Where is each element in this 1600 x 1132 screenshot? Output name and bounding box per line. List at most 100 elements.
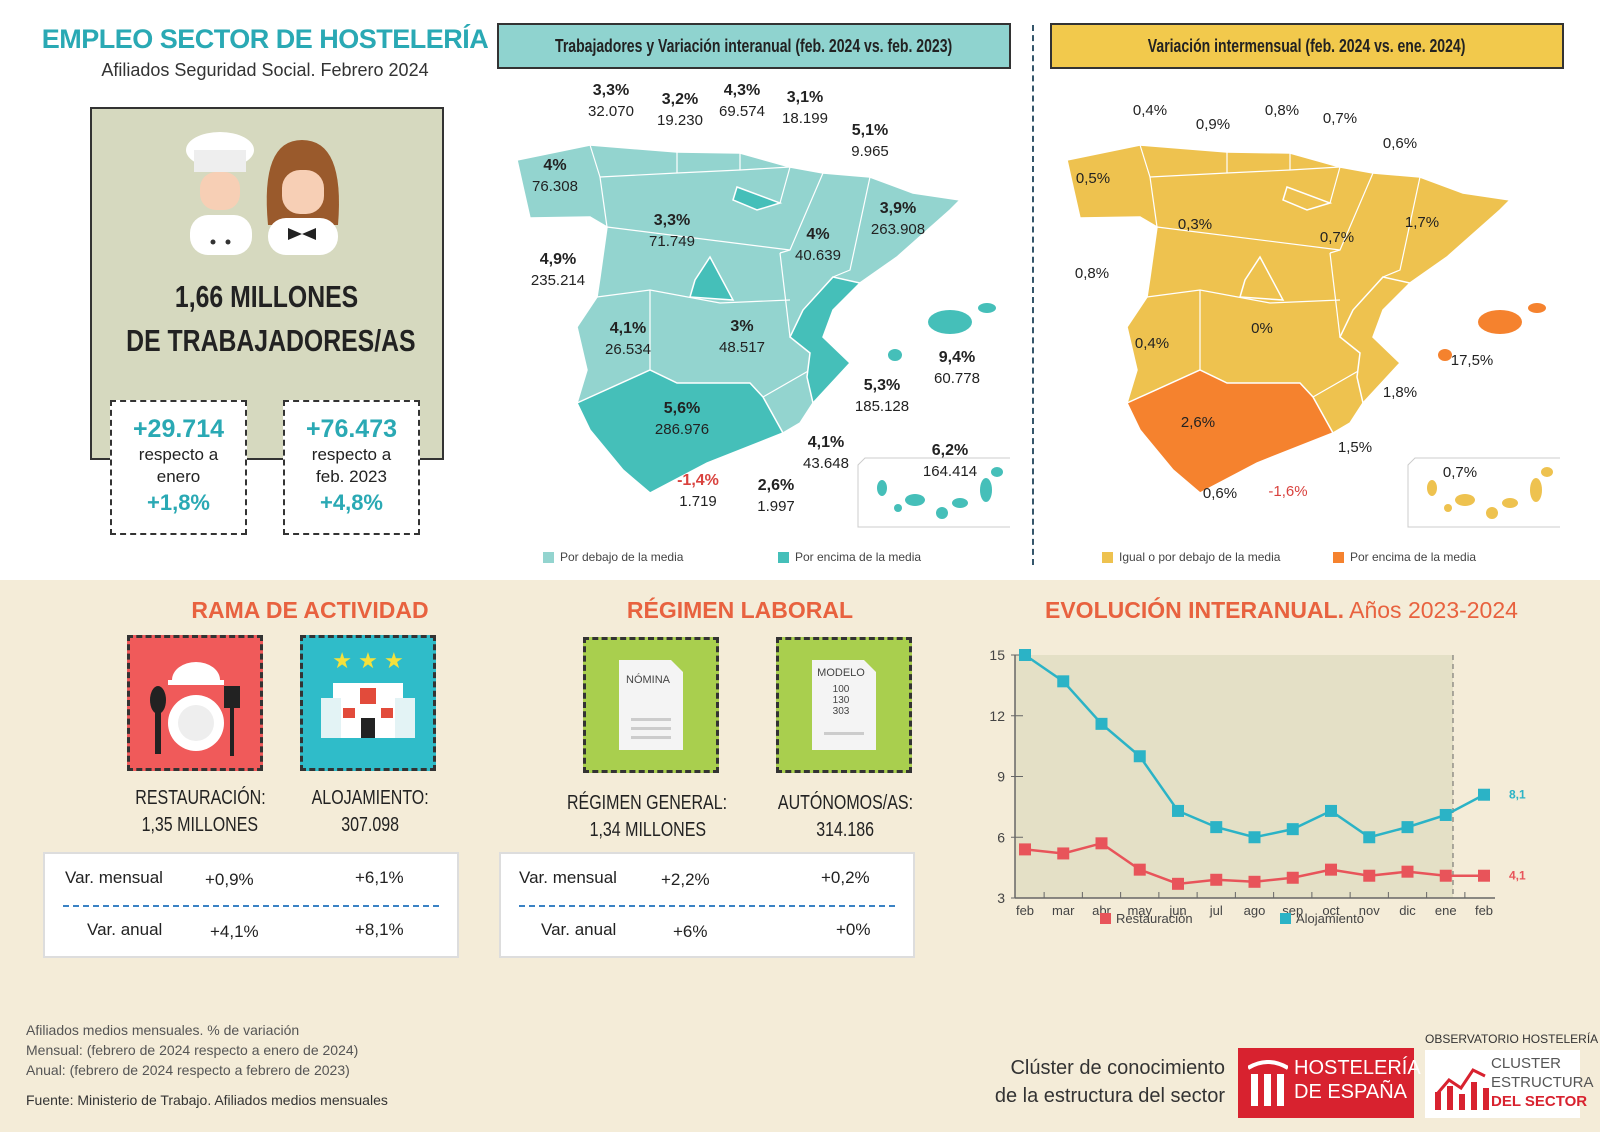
region-menorca [1528, 303, 1546, 313]
workers-icon [186, 132, 339, 255]
cluster-line: de la estructura del sector [994, 1085, 1225, 1107]
region-pct: 3,3% [592, 82, 630, 99]
map1-region-label: 4,1% 26.534 [605, 318, 651, 360]
map2-region-label: 0,4% [1134, 335, 1170, 352]
footer-source: Fuente: Ministerio de Trabajo. Afiliados… [26, 1092, 388, 1108]
legend-swatch [1280, 913, 1291, 924]
region-pct: 5,1% [851, 122, 889, 139]
map2-legend-above: Por encima de la media [1333, 550, 1476, 564]
legend-text: Por encima de la media [795, 550, 922, 564]
table-cell: +4,1% [210, 922, 259, 941]
region-workers: 164.414 [922, 463, 978, 480]
page-title: EMPLEO SECTOR DE HOSTELERÍA [41, 24, 489, 54]
x-tick-label: may [1127, 903, 1152, 918]
tax-form-text: MODELO [817, 667, 865, 679]
region-ibiza [1438, 349, 1452, 361]
map2-title: Variación intermensual (feb. 2024 vs. en… [1050, 23, 1564, 69]
region-workers: 43.648 [803, 455, 849, 472]
region-workers: 32.070 [588, 103, 634, 120]
region-valencia [1339, 276, 1412, 405]
region-mallorca [928, 310, 972, 334]
tax-form-number: 100 [833, 684, 850, 695]
map1-region-label: 5,1% 9.965 [851, 120, 889, 162]
map2-region-label: 1,8% [1382, 384, 1418, 401]
region-canarias-island [894, 504, 902, 512]
end-label: 4,1 [1509, 869, 1526, 883]
region-rioja [1282, 186, 1333, 211]
region-canarias-island [1541, 467, 1553, 477]
rama-variation-table: Var. mensual +0,9% +6,1% Var. anual +4,1… [43, 852, 459, 958]
data-point [1057, 847, 1070, 860]
footer-note: Anual: (febrero de 2024 respecto a febre… [26, 1062, 350, 1078]
divider [1032, 25, 1034, 565]
region-canarias-island [1486, 507, 1498, 519]
map2-spain [1066, 144, 1560, 528]
region-canarias-island [1455, 494, 1475, 506]
map1-region-label: 5,3% 185.128 [855, 375, 909, 417]
footer-note: Afiliados medios mensuales. % de variaci… [26, 1022, 300, 1038]
general-label: RÉGIMEN GENERAL: 1,34 MILLONES [545, 790, 750, 844]
x-tick-label: ago [1244, 903, 1266, 918]
cluster-logo: CLUSTER ESTRUCTURA DEL SECTOR [1425, 1050, 1594, 1118]
region-canarias-island [936, 507, 948, 519]
region-workers: 185.128 [854, 398, 910, 415]
region-pct: 4% [543, 157, 567, 174]
annual-change-period: feb. 2023 [316, 467, 387, 486]
annual-change-box: +76.473 respecto a feb. 2023 +4,8% [283, 400, 420, 535]
autonomos-value: 314.186 [816, 819, 874, 841]
data-point [1248, 831, 1261, 844]
logo-text: CLUSTER [1491, 1055, 1562, 1072]
map2-region-label: 2,6% [1180, 414, 1216, 431]
map1-title-text: Trabajadores y Variación interanual (feb… [555, 36, 953, 56]
table-cell: +6% [673, 922, 708, 941]
region-pct: -1,4% [677, 472, 719, 489]
y-tick-label: 12 [989, 708, 1005, 724]
legend-text: Por encima de la media [1350, 550, 1477, 564]
region-valencia [789, 276, 862, 405]
table-cell: +2,2% [661, 870, 710, 889]
region-workers: 1.997 [757, 498, 795, 515]
region-border [832, 176, 871, 278]
map2-region-label: 17,5% [1450, 352, 1494, 369]
chart-title-text: EVOLUCIÓN INTERANUAL. [1045, 597, 1344, 623]
map2-region-label: 0,5% [1075, 170, 1111, 187]
data-point [1401, 821, 1414, 834]
region-border [779, 252, 791, 338]
region-border [599, 166, 791, 178]
table-cell: +6,1% [355, 868, 404, 887]
map1-region-label: 4,3% 69.574 [719, 80, 765, 122]
restauracion-title: RESTAURACIÓN: [134, 787, 266, 809]
region-workers: 1.719 [679, 493, 717, 510]
map2-region-label: 0,6% [1382, 135, 1418, 152]
region-workers: 235.214 [530, 272, 586, 289]
data-point [1401, 865, 1414, 878]
region-canarias-island [905, 494, 925, 506]
region-mallorca [1478, 310, 1522, 334]
region-rioja [732, 186, 783, 211]
data-point [1019, 843, 1031, 856]
tax-form-icon: MODELO 100 130 303 [776, 637, 912, 773]
map2-region-label: 0,9% [1195, 116, 1231, 133]
map1-legend-above: Por encima de la media [778, 550, 921, 564]
total-line1: 1,66 MILLONES [175, 279, 359, 314]
map1-region-label: 9,4% 60.778 [934, 347, 980, 389]
monthly-change-period: enero [156, 467, 201, 486]
region-border [596, 289, 791, 304]
region-pct: 5,6% [663, 400, 701, 417]
region-pct: 6,2% [931, 442, 969, 459]
restauracion-value: 1,35 MILLONES [141, 814, 259, 836]
data-point [1248, 875, 1261, 888]
region-canarias-island [991, 467, 1003, 477]
map1-title: Trabajadores y Variación interanual (feb… [497, 23, 1011, 69]
restauracion-label: RESTAURACIÓN: 1,35 MILLONES [105, 785, 295, 839]
canarias-inset [1407, 457, 1560, 528]
x-tick-label: jun [1168, 903, 1186, 918]
region-pct: 4,9% [539, 251, 577, 268]
legend-text: Igual o por debajo de la media [1119, 550, 1281, 564]
region-border [1149, 166, 1341, 178]
map1-region-label: 3% 48.517 [719, 316, 765, 358]
legend-label: Restauración [1116, 911, 1193, 926]
region-workers: 76.308 [532, 178, 578, 195]
logo-text: HOSTELERÍA [1294, 1057, 1421, 1079]
